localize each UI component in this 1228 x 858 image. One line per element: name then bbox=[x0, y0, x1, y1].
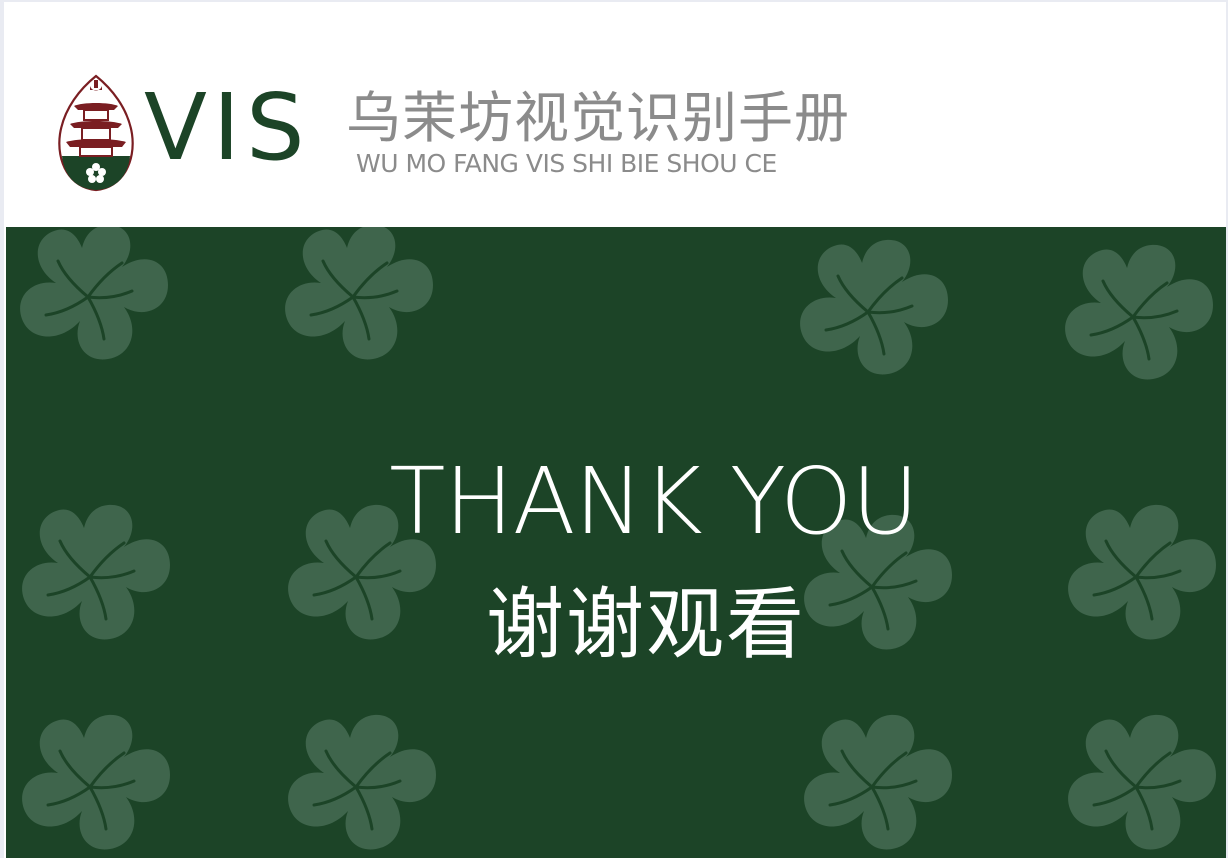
manual-title-pinyin: WU MO FANG VIS SHI BIE SHOU CE bbox=[356, 149, 777, 178]
hibiscus-flower-icon bbox=[1066, 713, 1218, 851]
vis-logo-mark: VIS bbox=[144, 74, 311, 181]
hibiscus-flower-icon bbox=[1063, 243, 1215, 381]
hibiscus-flower-icon bbox=[20, 713, 172, 851]
thank-you-english: THANK YOU bbox=[389, 448, 919, 555]
pagoda-flower-emblem-icon bbox=[58, 74, 134, 192]
thank-you-chinese: 谢谢观看 bbox=[485, 580, 806, 670]
slide-page: VIS 乌茉坊视觉识别手册 WU MO FANG VIS SHI BIE SHO… bbox=[4, 2, 1226, 858]
slide-header: VIS 乌茉坊视觉识别手册 WU MO FANG VIS SHI BIE SHO… bbox=[4, 2, 1226, 227]
manual-title-chinese: 乌茉坊视觉识别手册 bbox=[346, 86, 851, 150]
hibiscus-flower-icon bbox=[18, 227, 170, 361]
hibiscus-flower-icon bbox=[802, 713, 954, 851]
thank-you-panel: THANK YOU 谢谢观看 bbox=[6, 227, 1226, 858]
hibiscus-flower-icon bbox=[798, 238, 950, 376]
hibiscus-flower-icon bbox=[286, 713, 438, 851]
hibiscus-flower-icon bbox=[283, 227, 435, 361]
